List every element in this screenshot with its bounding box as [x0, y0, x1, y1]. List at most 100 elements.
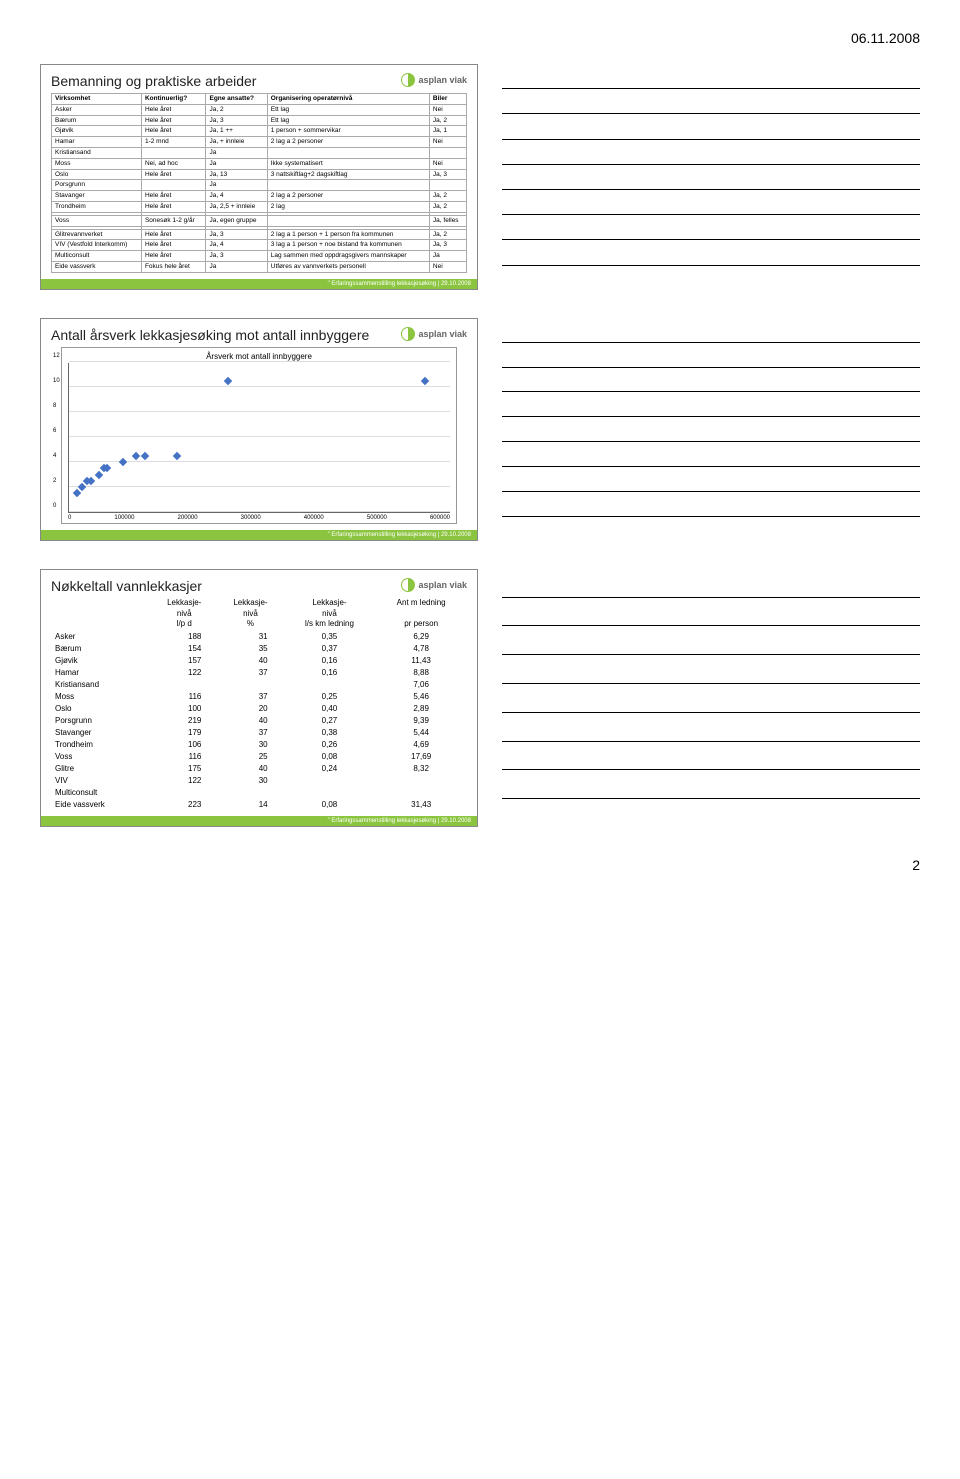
table-cell: Moss [51, 690, 151, 702]
slide1-table: VirksomhetKontinuerlig?Egne ansatte?Orga… [51, 93, 467, 273]
table-row: MossNei, ad hocJaIkke systematisertNei [52, 158, 467, 169]
note-line [502, 597, 920, 598]
table-cell: 2 lag a 1 person + 1 person fra kommunen [267, 229, 429, 240]
table-cell: Ja, 2 [429, 201, 466, 212]
table-cell: Trondheim [52, 201, 142, 212]
col-header: Lekkasje- [217, 598, 283, 609]
table-cell: 4,69 [375, 738, 467, 750]
table-cell: Hamar [51, 666, 151, 678]
table-cell: Multiconsult [52, 251, 142, 262]
table-cell: Kristiansand [51, 678, 151, 690]
table-cell: 219 [151, 714, 217, 726]
note-line [502, 416, 920, 417]
table-cell: Trondheim [51, 738, 151, 750]
y-tick-label: 2 [53, 478, 56, 484]
table-cell: Hele året [141, 229, 206, 240]
page-number: 2 [40, 857, 920, 873]
gridline [69, 436, 450, 437]
table-row: TrondheimHele åretJa, 2,5 + innleie2 lag… [52, 201, 467, 212]
x-tick-label: 600000 [430, 515, 450, 521]
table-cell: Ja, 2 [429, 191, 466, 202]
col-header: nivå [217, 609, 283, 620]
table-row: Asker188310,356,29 [51, 630, 467, 642]
table-cell: 6,29 [375, 630, 467, 642]
y-tick-label: 10 [53, 378, 60, 384]
chart-container: Årsverk mot antall innbyggere 024681012 … [61, 347, 457, 524]
table-cell: 2 lag [267, 201, 429, 212]
table-cell: Ja, 3 [429, 240, 466, 251]
table-cell: Ja, 4 [206, 240, 267, 251]
note-line [502, 516, 920, 517]
table-cell: Ja [206, 180, 267, 191]
table-cell: 30 [217, 738, 283, 750]
table-cell [141, 180, 206, 191]
slide-row-3: asplan viak Nøkkeltall vannlekkasjer Lek… [40, 569, 920, 827]
col-header: Organisering operatørnivå [267, 94, 429, 105]
table-cell: Ja, 3 [429, 169, 466, 180]
table-cell: 0,16 [284, 654, 376, 666]
slide3-footer: " Erfaringssammenstilling lekkasjesøking… [41, 816, 477, 826]
table-cell: Lag sammen med oppdragsgivers mannskaper [267, 251, 429, 262]
table-cell: Ja [206, 147, 267, 158]
table-cell: 188 [151, 630, 217, 642]
note-line [502, 654, 920, 655]
table-cell: 40 [217, 762, 283, 774]
table-cell: Ja, 2 [429, 229, 466, 240]
table-cell: 1-2 mnd [141, 137, 206, 148]
table-cell: 35 [217, 642, 283, 654]
table-row: Hamar122370,168,88 [51, 666, 467, 678]
slide-row-2: asplan viak Antall årsverk lekkasjesøkin… [40, 318, 920, 541]
table-cell: Ja, 1 ++ [206, 126, 267, 137]
table-cell: Stavanger [51, 726, 151, 738]
page-date: 06.11.2008 [40, 30, 920, 46]
table-cell: 7,06 [375, 678, 467, 690]
slide3-table: Lekkasje-Lekkasje-Lekkasje-Ant m ledning… [51, 598, 467, 810]
table-cell [284, 774, 376, 786]
table-cell: 40 [217, 714, 283, 726]
header-row: Lekkasje-Lekkasje-Lekkasje-Ant m ledning [51, 598, 467, 609]
col-header: pr person [375, 619, 467, 630]
col-header: Biler [429, 94, 466, 105]
note-line [502, 798, 920, 799]
table-cell: 40 [217, 654, 283, 666]
table-cell: Nei [429, 158, 466, 169]
col-header [51, 619, 151, 630]
table-row: Hamar1-2 mndJa, + innleie2 lag a 2 perso… [52, 137, 467, 148]
chart-area: 024681012 [68, 363, 450, 513]
logo-text: asplan viak [418, 580, 467, 590]
table-cell: Ja, 2 [206, 104, 267, 115]
table-cell: 100 [151, 702, 217, 714]
table-cell: Fokus hele året [141, 261, 206, 272]
data-point [72, 489, 80, 497]
table-cell: Glitre [51, 762, 151, 774]
table-cell [267, 180, 429, 191]
table-cell: Porsgrunn [52, 180, 142, 191]
table-cell: 25 [217, 750, 283, 762]
table-cell: Gjøvik [52, 126, 142, 137]
table-cell: VIV (Vestfold Interkomm) [52, 240, 142, 251]
header-row: l/p d%l/s km ledningpr person [51, 619, 467, 630]
table-cell [429, 180, 466, 191]
table-cell [217, 678, 283, 690]
table-cell: Hele året [141, 240, 206, 251]
note-line [502, 466, 920, 467]
col-header: Lekkasje- [151, 598, 217, 609]
table-cell: Sonesøk 1-2 g/år [141, 215, 206, 226]
table-cell: Porsgrunn [51, 714, 151, 726]
table-cell: 37 [217, 690, 283, 702]
y-tick-label: 4 [53, 453, 56, 459]
table-cell: Ja [206, 261, 267, 272]
note-line [502, 164, 920, 165]
data-point [224, 377, 232, 385]
table-cell: Nei, ad hoc [141, 158, 206, 169]
table-cell: Hamar [52, 137, 142, 148]
table-cell: Ett lag [267, 115, 429, 126]
gridline [69, 486, 450, 487]
table-cell [151, 678, 217, 690]
col-header: nivå [151, 609, 217, 620]
table-cell: Oslo [52, 169, 142, 180]
table-cell: Bærum [52, 115, 142, 126]
table-cell: Gjøvik [51, 654, 151, 666]
table-cell [267, 215, 429, 226]
x-tick-label: 100000 [114, 515, 134, 521]
